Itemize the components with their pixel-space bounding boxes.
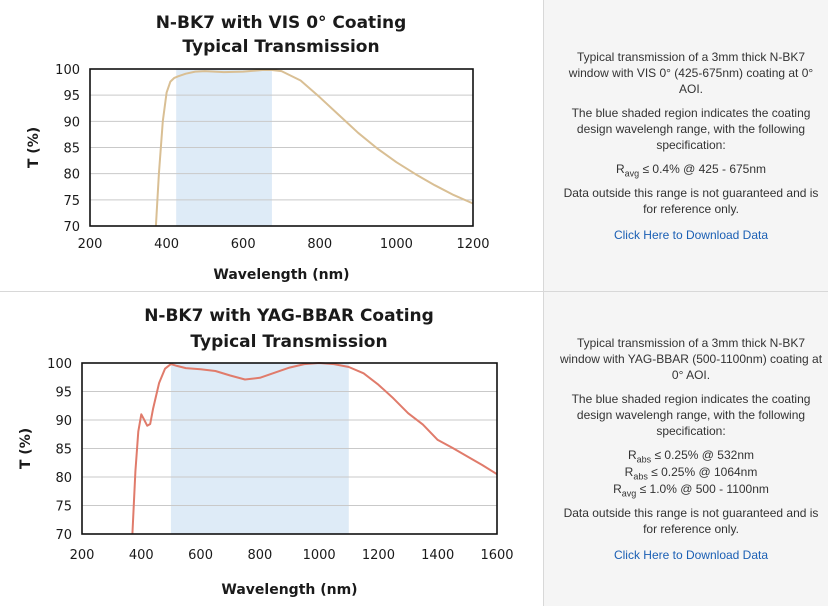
spec-line: Rabs ≤ 0.25% @ 532nm <box>627 448 754 465</box>
y-axis-label: T (%) <box>26 127 42 168</box>
table-row: N-BK7 with VIS 0° Coating Typical Transmi… <box>0 0 828 292</box>
chart-cell: N-BK7 with VIS 0° Coating Typical Transmi… <box>0 0 543 291</box>
y-tick-label: 85 <box>63 142 80 157</box>
description-text: Typical transmission of a 3mm thick N-BK… <box>559 336 823 382</box>
plot-frame <box>81 362 498 535</box>
y-tick-label: 95 <box>55 386 72 401</box>
x-tick-label: 1600 <box>480 548 513 563</box>
y-tick-label: 70 <box>55 528 72 543</box>
y-tick-label: 95 <box>63 89 80 104</box>
chart-subtitle: Typical Transmission <box>190 332 387 352</box>
spec-list: Rabs ≤ 0.25% @ 532nm Rabs ≤ 0.25% @ 1064… <box>613 447 769 498</box>
x-tick-label: 600 <box>231 237 256 252</box>
y-tick-label: 70 <box>63 220 80 235</box>
chart-title: N-BK7 with YAG-BBAR Coating <box>144 306 434 326</box>
y-tick-label: 75 <box>63 194 80 209</box>
x-tick-label: 800 <box>247 548 272 563</box>
x-axis-label: Wavelength (nm) <box>221 582 357 598</box>
plot-frame <box>89 68 474 227</box>
y-tick-label: 85 <box>55 443 72 458</box>
x-tick-label: 200 <box>70 548 95 563</box>
spec-line: Ravg ≤ 1.0% @ 500 - 1100nm <box>613 482 769 499</box>
download-data-link[interactable]: Click Here to Download Data <box>613 548 769 562</box>
info-cell: Typical transmission of a 3mm thick N-BK… <box>543 0 828 291</box>
y-tick-label: 100 <box>47 357 72 372</box>
spec-line: Rabs ≤ 0.25% @ 1064nm <box>624 465 758 482</box>
y-tick-label: 80 <box>63 168 80 183</box>
info-cell: Typical transmission of a 3mm thick N-BK… <box>543 292 828 606</box>
y-tick-label: 100 <box>55 63 80 78</box>
transmission-curve <box>131 362 498 535</box>
x-tick-label: 400 <box>129 548 154 563</box>
x-tick-label: 1400 <box>421 548 454 563</box>
y-tick-label: 80 <box>55 471 72 486</box>
table-row: N-BK7 with YAG-BBAR Coating Typical Trans… <box>0 292 828 606</box>
x-tick-label: 1000 <box>380 237 413 252</box>
x-tick-label: 200 <box>78 237 103 252</box>
y-tick-label: 75 <box>55 500 72 515</box>
yag-bbar-coating-chart: N-BK7 with YAG-BBAR Coating Typical Trans… <box>18 306 514 598</box>
chart-title: N-BK7 with VIS 0° Coating <box>156 13 407 33</box>
x-tick-label: 1000 <box>303 548 336 563</box>
x-axis-label: Wavelength (nm) <box>213 267 349 283</box>
chart-subtitle: Typical Transmission <box>182 37 379 57</box>
disclaimer-text: Data outside this range is not guarantee… <box>563 185 819 216</box>
transmission-curve <box>154 69 474 227</box>
chart-cell: N-BK7 with YAG-BBAR Coating Typical Trans… <box>0 292 543 606</box>
vis-coating-chart: N-BK7 with VIS 0° Coating Typical Transmi… <box>26 13 490 283</box>
x-tick-label: 600 <box>188 548 213 563</box>
region-note-text: The blue shaded region indicates the coa… <box>571 392 811 438</box>
region-note-text: The blue shaded region indicates the coa… <box>571 105 811 152</box>
spec-line: Ravg ≤ 0.4% @ 425 - 675nm <box>615 161 767 178</box>
x-tick-label: 400 <box>154 237 179 252</box>
x-tick-label: 1200 <box>362 548 395 563</box>
x-tick-label: 800 <box>307 237 332 252</box>
y-tick-label: 90 <box>55 414 72 429</box>
spec-list: Ravg ≤ 0.4% @ 425 - 675nm <box>616 161 766 178</box>
y-axis-label: T (%) <box>18 428 34 469</box>
description-text: Typical transmission of a 3mm thick N-BK… <box>568 49 814 96</box>
download-data-link[interactable]: Click Here to Download Data <box>613 227 769 242</box>
y-tick-label: 90 <box>63 115 80 130</box>
x-tick-label: 1200 <box>456 237 489 252</box>
disclaimer-text: Data outside this range is not guarantee… <box>563 506 819 536</box>
